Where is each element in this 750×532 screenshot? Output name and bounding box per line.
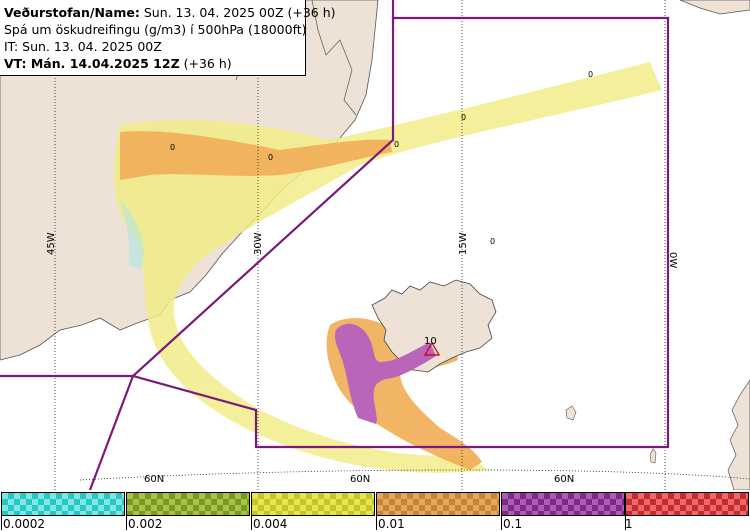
legend-tick xyxy=(625,506,626,530)
issue-time-line: IT: Sun. 13. 04. 2025 00Z xyxy=(4,39,162,54)
lon-label-0w: 0W xyxy=(667,252,678,268)
norway-coast xyxy=(727,379,750,490)
legend-tick-label: 0.01 xyxy=(378,517,405,531)
legend-tick-label: 0.004 xyxy=(253,517,288,531)
zero-marker: 0 xyxy=(394,140,399,149)
legend-swatch-2 xyxy=(126,492,250,516)
longitude-labels: 45W 30W 15W 0W xyxy=(46,232,678,268)
lon-label-45w: 45W xyxy=(46,232,57,255)
product-line: Spá um öskudreifingu (g/m3) í 500hPa (18… xyxy=(4,22,307,37)
legend-swatch-6 xyxy=(625,492,749,516)
color-legend: 0.0002 0.002 0.004 0.01 0.1 1 xyxy=(0,490,750,532)
issuer-line: Veðurstofan/Name: Sun. 13. 04. 2025 00Z … xyxy=(4,4,336,21)
legend-tick xyxy=(251,506,252,530)
zero-marker: 0 xyxy=(461,113,466,122)
legend-swatch-1 xyxy=(1,492,125,516)
legend-swatch-3 xyxy=(251,492,375,516)
legend-swatch-4 xyxy=(376,492,500,516)
lat-label-3: 60N xyxy=(554,474,574,485)
legend-tick xyxy=(376,506,377,530)
valid-time-line: VT: Mán. 14.04.2025 12Z (+36 h) xyxy=(4,55,301,72)
region-boundaries xyxy=(0,0,670,490)
faroe-islands xyxy=(565,405,577,421)
ash-plume-high xyxy=(334,323,436,424)
zero-marker: 0 xyxy=(588,70,593,79)
legend-tick-label: 0.0002 xyxy=(3,517,45,531)
volcano-marker: 10 xyxy=(423,336,441,356)
valid-time-offset: (+36 h) xyxy=(179,56,232,71)
shetland xyxy=(649,448,657,464)
graticule xyxy=(54,0,750,490)
volcano-label: 10 xyxy=(424,336,437,347)
issuer-time: Sun. 13. 04. 2025 00Z (+36 h) xyxy=(139,5,336,20)
latitude-labels: 60N 60N 60N xyxy=(144,474,574,485)
legend-tick xyxy=(501,506,502,530)
ash-dispersion-map: 10 45W 30W 15W 0W 60N 60N 60N 0 0 0 0 0 … xyxy=(0,0,750,490)
zero-marker: 0 xyxy=(490,237,495,246)
valid-time-label: VT: Mán. 14.04.2025 12Z xyxy=(4,56,180,71)
legend-tick-label: 0.1 xyxy=(503,517,523,531)
legend-tick-label: 0.002 xyxy=(128,517,163,531)
legend-swatch-5 xyxy=(501,492,625,516)
lon-label-15w: 15W xyxy=(458,232,469,255)
zero-markers: 0 0 0 0 0 0 xyxy=(170,70,593,246)
lat-label-1: 60N xyxy=(144,474,164,485)
lat-label-2: 60N xyxy=(350,474,370,485)
legend-tick xyxy=(1,506,2,530)
lon-label-30w: 30W xyxy=(253,232,264,255)
zero-marker: 0 xyxy=(170,143,175,152)
zero-marker: 0 xyxy=(268,153,273,162)
legend-tick xyxy=(126,506,127,530)
forecast-info-panel: Veðurstofan/Name: Sun. 13. 04. 2025 00Z … xyxy=(0,0,336,76)
legend-tick-label: 1 xyxy=(625,517,633,531)
issuer-label: Veðurstofan/Name: xyxy=(4,5,140,20)
northern-island xyxy=(679,0,750,15)
